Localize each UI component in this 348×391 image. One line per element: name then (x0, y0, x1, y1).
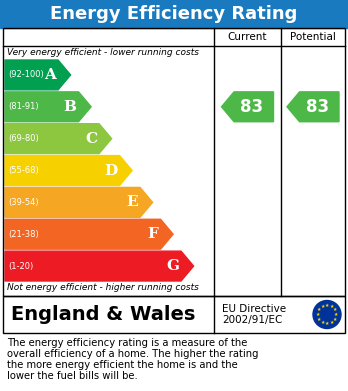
Polygon shape (5, 219, 173, 249)
Text: lower the fuel bills will be.: lower the fuel bills will be. (7, 371, 138, 381)
Text: G: G (166, 259, 179, 273)
Text: D: D (104, 163, 118, 178)
Text: Very energy efficient - lower running costs: Very energy efficient - lower running co… (7, 48, 199, 57)
Text: ★: ★ (317, 317, 321, 321)
Text: (69-80): (69-80) (8, 134, 39, 143)
Text: 83: 83 (240, 98, 263, 116)
Text: ★: ★ (325, 321, 329, 326)
Bar (3, 296, 345, 333)
Text: E: E (126, 196, 138, 209)
Bar (3, 28, 345, 296)
Text: ★: ★ (325, 303, 329, 308)
Text: B: B (64, 100, 77, 114)
Bar (3, 28, 345, 296)
Text: ★: ★ (316, 312, 320, 317)
Text: Potential: Potential (290, 32, 336, 42)
Text: The energy efficiency rating is a measure of the: The energy efficiency rating is a measur… (7, 338, 247, 348)
Text: ★: ★ (333, 307, 337, 312)
Polygon shape (287, 92, 339, 122)
Text: (81-91): (81-91) (8, 102, 39, 111)
Polygon shape (5, 251, 193, 281)
Text: ★: ★ (329, 304, 334, 309)
Text: ★: ★ (317, 307, 321, 312)
Text: (39-54): (39-54) (8, 198, 39, 207)
Text: (21-38): (21-38) (8, 230, 39, 239)
Text: ★: ★ (334, 312, 338, 317)
Bar (0, 0, 348, 28)
Text: (1-20): (1-20) (8, 262, 33, 271)
Text: ★: ★ (320, 320, 325, 325)
Text: Not energy efficient - higher running costs: Not energy efficient - higher running co… (7, 283, 199, 292)
Polygon shape (5, 60, 71, 90)
Polygon shape (5, 187, 153, 217)
Text: F: F (148, 227, 159, 241)
Text: C: C (85, 132, 97, 145)
Polygon shape (221, 92, 274, 122)
Text: 83: 83 (306, 98, 329, 116)
Text: ★: ★ (320, 304, 325, 309)
Text: 2002/91/EC: 2002/91/EC (222, 314, 282, 325)
Bar (3, 296, 345, 333)
Text: England & Wales: England & Wales (11, 305, 195, 324)
Text: Energy Efficiency Rating: Energy Efficiency Rating (50, 5, 298, 23)
Text: EU Directive: EU Directive (222, 305, 286, 314)
Text: ★: ★ (333, 317, 337, 321)
Polygon shape (5, 92, 91, 122)
Text: Current: Current (228, 32, 267, 42)
Text: ★: ★ (329, 320, 334, 325)
Text: overall efficiency of a home. The higher the rating: overall efficiency of a home. The higher… (7, 349, 259, 359)
Text: (92-100): (92-100) (8, 70, 44, 79)
Text: A: A (44, 68, 56, 82)
Text: the more energy efficient the home is and the: the more energy efficient the home is an… (7, 360, 238, 370)
Polygon shape (5, 156, 132, 185)
Text: (55-68): (55-68) (8, 166, 39, 175)
Circle shape (313, 301, 341, 328)
Polygon shape (5, 124, 112, 154)
